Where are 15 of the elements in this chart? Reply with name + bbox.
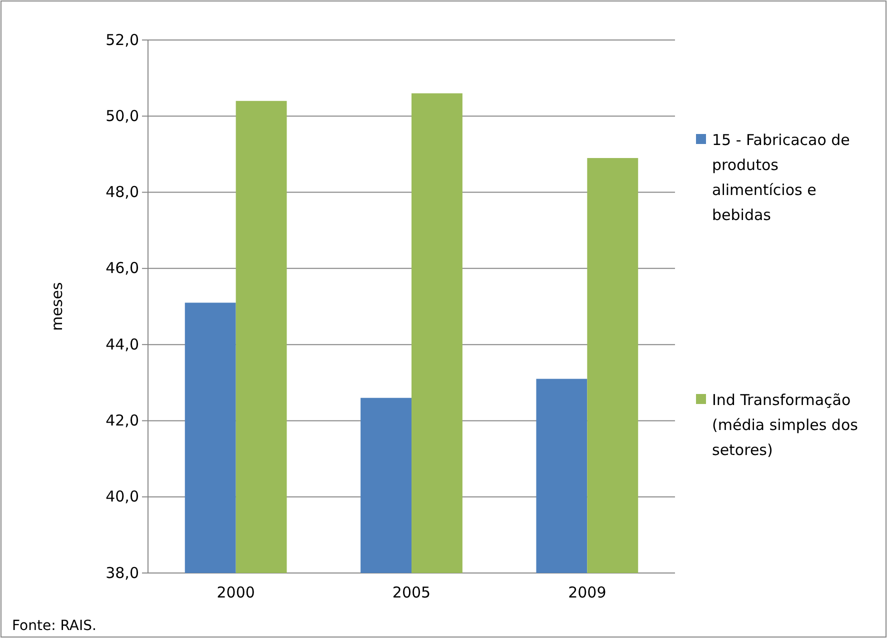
y-tick-label: 50,0 (106, 106, 139, 125)
y-tick-label: 46,0 (106, 259, 139, 278)
legend-label: Ind Transformação (média simples dos setores) (712, 391, 858, 459)
y-tick-label: 40,0 (106, 488, 139, 506)
y-tick-label: 42,0 (106, 412, 139, 430)
y-axis-title: meses (48, 282, 66, 331)
x-tick-label: 2000 (216, 584, 255, 602)
legend-label: 15 - Fabricacao de produtos alimentícios e bebidas (712, 131, 850, 224)
x-tick-label: 2005 (392, 584, 431, 602)
y-tick-label: 52,0 (106, 30, 139, 49)
y-tick-label: 48,0 (106, 183, 139, 202)
y-tick-label: 38,0 (106, 564, 139, 582)
y-tick-label: 44,0 (106, 335, 139, 354)
x-tick-label: 2009 (568, 584, 606, 602)
source-note: Fonte: RAIS. (12, 618, 96, 634)
